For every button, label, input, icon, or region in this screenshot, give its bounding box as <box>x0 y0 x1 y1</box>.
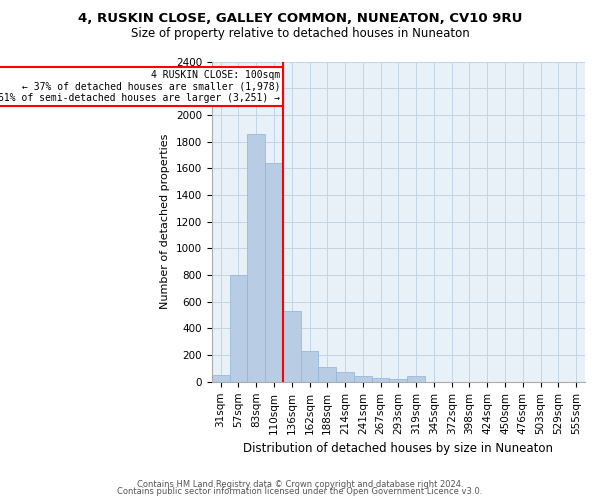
Bar <box>336 372 354 382</box>
X-axis label: Distribution of detached houses by size in Nuneaton: Distribution of detached houses by size … <box>244 442 553 455</box>
Bar <box>230 275 247 382</box>
Bar <box>265 163 283 382</box>
Bar <box>301 351 319 382</box>
Text: 4, RUSKIN CLOSE, GALLEY COMMON, NUNEATON, CV10 9RU: 4, RUSKIN CLOSE, GALLEY COMMON, NUNEATON… <box>78 12 522 26</box>
Bar <box>247 134 265 382</box>
Bar <box>407 376 425 382</box>
Text: Contains HM Land Registry data © Crown copyright and database right 2024.: Contains HM Land Registry data © Crown c… <box>137 480 463 489</box>
Bar <box>372 378 389 382</box>
Y-axis label: Number of detached properties: Number of detached properties <box>160 134 170 310</box>
Text: Contains public sector information licensed under the Open Government Licence v3: Contains public sector information licen… <box>118 487 482 496</box>
Bar <box>354 376 372 382</box>
Text: Size of property relative to detached houses in Nuneaton: Size of property relative to detached ho… <box>131 28 469 40</box>
Bar <box>319 367 336 382</box>
Text: 4 RUSKIN CLOSE: 100sqm
← 37% of detached houses are smaller (1,978)
61% of semi-: 4 RUSKIN CLOSE: 100sqm ← 37% of detached… <box>0 70 280 102</box>
Bar <box>389 379 407 382</box>
Bar <box>212 375 230 382</box>
Bar <box>283 311 301 382</box>
